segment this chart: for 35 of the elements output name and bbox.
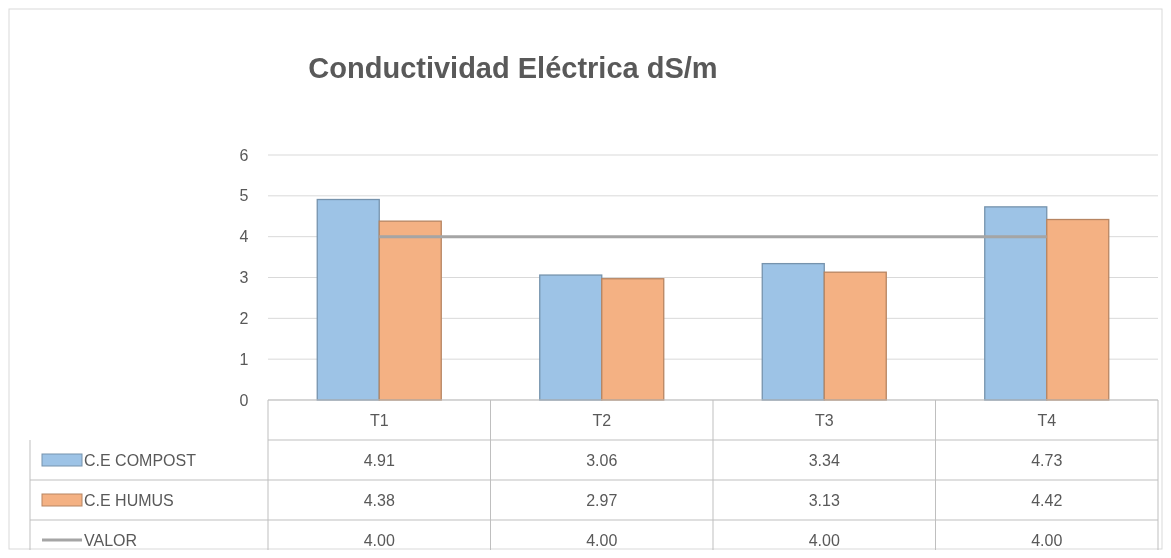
bar: [378, 220, 442, 401]
legend-label: VALOR: [84, 531, 138, 549]
data-label: 4.00: [808, 531, 840, 549]
y-tick-label: 4: [239, 228, 249, 246]
bar: [984, 206, 1048, 401]
x-tick-label: T2: [592, 411, 612, 429]
bar: [539, 274, 603, 401]
data-label: 4.73: [1031, 451, 1063, 469]
bar: [823, 271, 887, 401]
x-tick-label: T4: [1037, 411, 1057, 429]
legend-label: C.E COMPOST: [84, 451, 197, 469]
data-label: 4.00: [1031, 531, 1063, 549]
bar: [316, 198, 380, 401]
bar: [601, 278, 665, 401]
chart-title: Conductividad Eléctrica dS/m: [308, 52, 718, 84]
data-label: 3.06: [586, 451, 618, 469]
y-tick-label: 2: [239, 309, 249, 327]
bar: [761, 262, 825, 401]
data-label: 4.42: [1031, 491, 1063, 509]
data-label: 4.00: [363, 531, 395, 549]
x-tick-label: T3: [814, 411, 834, 429]
y-tick-label: 3: [239, 269, 249, 287]
data-label: 3.13: [808, 491, 840, 509]
y-tick-label: 0: [239, 391, 249, 409]
data-label: 4.91: [363, 451, 395, 469]
data-label: 3.34: [808, 451, 840, 469]
x-tick-label: T1: [369, 411, 389, 429]
data-label: 4.00: [586, 531, 618, 549]
legend-label: C.E HUMUS: [84, 491, 174, 509]
y-tick-label: 5: [239, 187, 249, 205]
y-tick-label: 6: [239, 146, 249, 164]
bar: [1046, 218, 1110, 401]
y-tick-label: 1: [239, 350, 249, 368]
data-label: 4.38: [363, 491, 395, 509]
data-label: 2.97: [586, 491, 618, 509]
